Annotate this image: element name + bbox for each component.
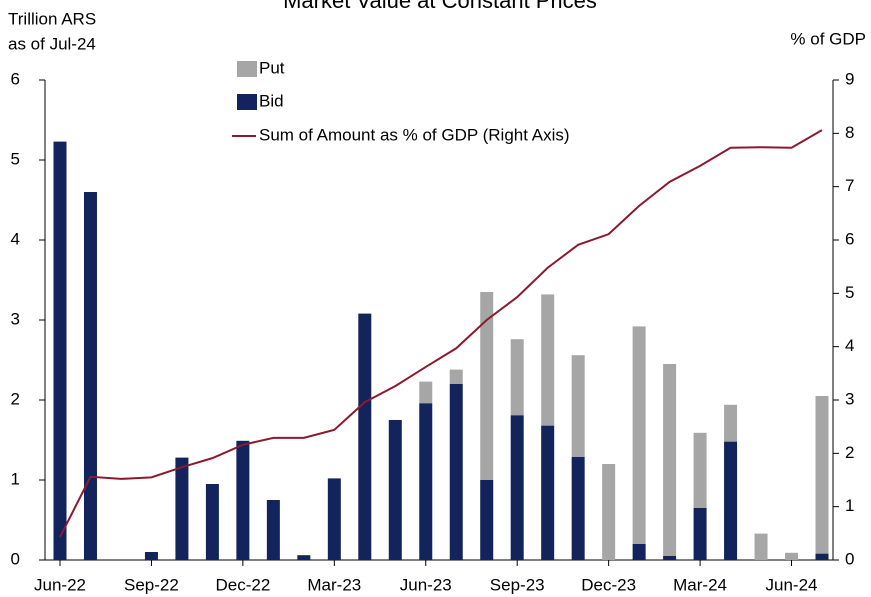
line: [59, 129, 823, 538]
bar: [571, 456, 585, 560]
bar: [754, 533, 768, 560]
y2-tick-label: 6: [845, 229, 854, 248]
legend-swatch: [237, 61, 257, 77]
bar: [236, 440, 250, 560]
bar: [53, 141, 67, 560]
bar: [541, 294, 555, 426]
legend-label: Bid: [259, 91, 284, 110]
bar: [693, 508, 707, 560]
bar: [785, 552, 799, 560]
legend-label: Put: [259, 58, 285, 77]
bar: [541, 425, 555, 560]
bar: [815, 553, 829, 560]
y-tick-label: 5: [11, 149, 20, 168]
y-tick-label: 6: [11, 69, 20, 88]
bar: [327, 478, 341, 560]
y2-axis-label: % of GDP: [790, 29, 866, 48]
y2-tick-label: 0: [845, 549, 854, 568]
bar: [632, 326, 646, 544]
bar: [449, 369, 463, 384]
bar: [480, 480, 494, 560]
bar: [510, 339, 524, 416]
bar: [419, 403, 433, 560]
y2-tick-label: 2: [845, 443, 854, 462]
bar: [419, 381, 433, 404]
y2-tick-label: 3: [845, 389, 854, 408]
bar: [815, 396, 829, 554]
y2-tick-label: 1: [845, 496, 854, 515]
x-tick-label: Mar-23: [307, 575, 361, 594]
x-tick-label: Jun-22: [34, 575, 86, 594]
x-tick-label: Jun-24: [766, 575, 818, 594]
bar: [724, 404, 738, 442]
x-tick-label: Jun-23: [400, 575, 452, 594]
chart-title: Market Value at Constant Prices: [283, 0, 597, 13]
bar: [663, 556, 677, 560]
bar: [724, 441, 738, 560]
bar: [205, 484, 219, 560]
bar: [144, 552, 158, 560]
bar: [602, 464, 616, 560]
x-tick-label: Sep-23: [490, 575, 545, 594]
x-tick-label: Sep-22: [124, 575, 179, 594]
legend-label: Sum of Amount as % of GDP (Right Axis): [259, 125, 570, 144]
legend-swatch: [237, 94, 257, 110]
bar: [663, 364, 677, 556]
y-tick-label: 3: [11, 309, 20, 328]
y-tick-label: 1: [11, 469, 20, 488]
x-tick-label: Dec-23: [581, 575, 636, 594]
y2-tick-label: 4: [845, 336, 854, 355]
y2-tick-label: 9: [845, 69, 854, 88]
bar: [297, 555, 311, 560]
y-axis-label: Trillion ARS: [8, 9, 96, 28]
y-tick-label: 2: [11, 389, 20, 408]
y-tick-label: 0: [11, 549, 20, 568]
x-tick-label: Mar-24: [673, 575, 727, 594]
y2-tick-label: 8: [845, 123, 854, 142]
bar: [632, 544, 646, 560]
bar: [266, 500, 280, 560]
bar: [358, 313, 372, 560]
bar: [388, 420, 402, 560]
y2-tick-label: 7: [845, 176, 854, 195]
bar: [693, 432, 707, 508]
bar: [449, 384, 463, 560]
bar: [175, 457, 189, 560]
bar: [571, 355, 585, 457]
bar: [83, 192, 97, 560]
bar: [510, 415, 524, 560]
y-axis-label: as of Jul-24: [8, 34, 96, 53]
y-tick-label: 4: [11, 229, 20, 248]
y2-tick-label: 5: [845, 283, 854, 302]
bar: [480, 292, 494, 480]
x-tick-label: Dec-22: [215, 575, 270, 594]
